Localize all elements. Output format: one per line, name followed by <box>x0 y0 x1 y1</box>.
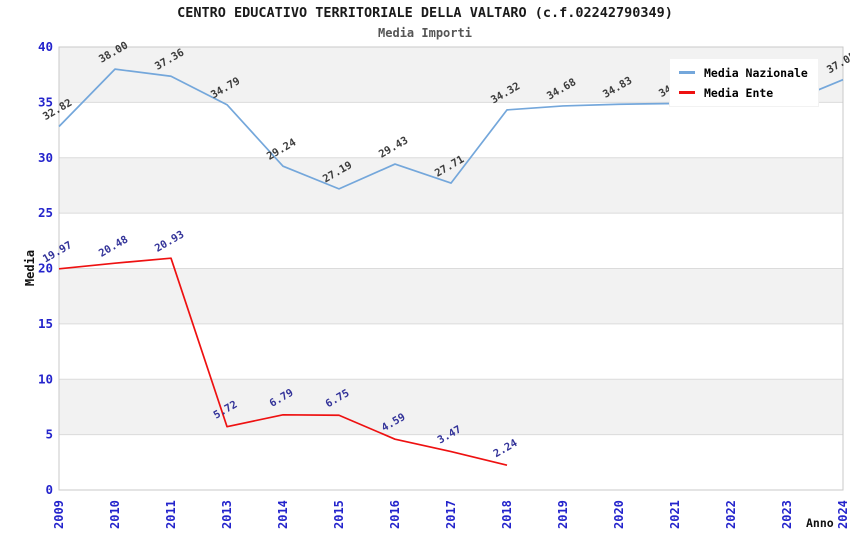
legend: Media Nazionale Media Ente <box>669 58 819 107</box>
x-tick-label: 2024 <box>836 500 850 529</box>
x-tick-label: 2015 <box>332 500 346 529</box>
legend-label: Media Ente <box>704 85 774 100</box>
x-tick-label: 2019 <box>556 500 570 529</box>
value-label: 29.43 <box>377 134 410 160</box>
x-tick-label: 2017 <box>444 500 458 529</box>
x-tick-label: 2020 <box>612 500 626 529</box>
x-tick-label: 2014 <box>276 500 290 529</box>
x-tick-label: 2022 <box>724 500 738 529</box>
y-tick-label: 5 <box>45 427 53 442</box>
x-tick-label: 2013 <box>220 500 234 529</box>
series-line-media-ente <box>58 257 508 467</box>
y-tick-label: 40 <box>38 39 53 54</box>
y-tick-label: 30 <box>38 150 53 165</box>
y-tick-label: 25 <box>38 205 53 220</box>
x-tick-label: 2011 <box>164 500 178 529</box>
y-axis-title: Media <box>23 249 37 287</box>
grid-band <box>59 157 843 214</box>
value-label: 19.97 <box>41 239 74 265</box>
y-tick-label: 15 <box>38 316 53 331</box>
legend-swatch-red-line <box>679 91 695 94</box>
value-label: 2.24 <box>492 437 520 460</box>
legend-label: Media Nazionale <box>704 65 808 80</box>
x-tick-label: 2023 <box>780 500 794 529</box>
x-tick-label: 2016 <box>388 500 402 529</box>
legend-item-media-ente: Media Ente <box>679 85 808 100</box>
x-tick-label: 2010 <box>108 500 122 529</box>
x-tick-label: 2009 <box>52 500 66 529</box>
chart-title: CENTRO EDUCATIVO TERRITORIALE DELLA VALT… <box>177 5 673 21</box>
value-label: 20.93 <box>153 229 186 255</box>
y-tick-label: 20 <box>38 261 53 276</box>
grid-band <box>59 379 843 435</box>
legend-swatch-blue-line <box>679 71 695 74</box>
y-tick-label: 35 <box>38 94 53 109</box>
x-tick-label: 2018 <box>500 500 514 529</box>
y-tick-label: 10 <box>38 371 53 386</box>
x-tick-label: 2021 <box>668 500 682 529</box>
value-label: 20.48 <box>97 233 130 259</box>
chart-subtitle: Media Importi <box>378 26 472 40</box>
legend-item-media-nazionale: Media Nazionale <box>679 65 808 80</box>
y-tick-label: 0 <box>45 482 53 497</box>
x-axis-title: Anno <box>806 516 834 530</box>
